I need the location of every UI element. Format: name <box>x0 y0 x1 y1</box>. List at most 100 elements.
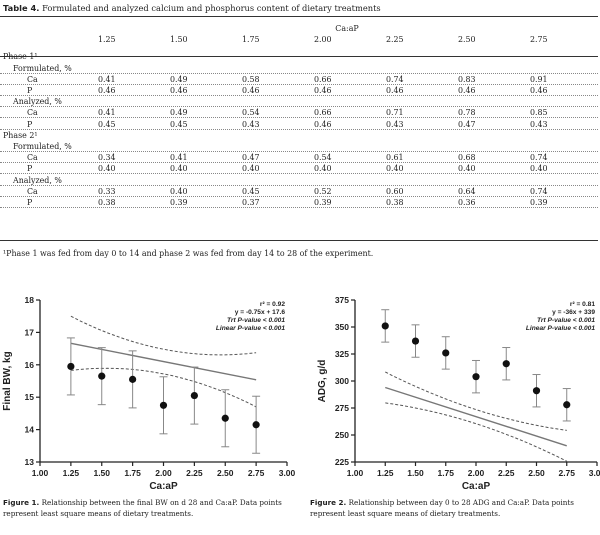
row-label: Analyzed, % <box>13 175 62 185</box>
empty-cell <box>3 34 96 45</box>
table-cell: 0.34 <box>98 153 116 163</box>
table-row: Phase 1¹ <box>3 51 598 62</box>
data-point <box>532 387 541 395</box>
x-tick-label: 2.50 <box>528 468 545 478</box>
table-row: P 0.46 0.46 0.46 0.46 0.46 0.46 0.46 <box>3 85 598 96</box>
table-cell: 0.43 <box>530 119 548 129</box>
table-cell: 0.54 <box>242 108 260 118</box>
x-tick-label: 2.00 <box>155 468 172 478</box>
table-cell: 0.39 <box>170 198 188 208</box>
y-tick-label: 18 <box>25 295 35 305</box>
row-separator <box>0 162 598 163</box>
table-cell: 0.46 <box>530 86 548 96</box>
table-row: Ca 0.33 0.40 0.45 0.52 0.60 0.64 0.74 <box>3 186 598 197</box>
row-label: Ca <box>27 74 38 84</box>
y-tick-label: 250 <box>335 430 349 440</box>
data-point <box>252 421 260 429</box>
table-header-rule <box>0 56 598 57</box>
data-point <box>442 349 450 357</box>
table-row: P 0.40 0.40 0.40 0.40 0.40 0.40 0.40 <box>3 163 598 174</box>
table-cell: 0.40 <box>98 164 116 174</box>
table-cell: 0.43 <box>242 119 260 129</box>
x-tick-label: 1.25 <box>63 468 80 478</box>
confidence-band-upper <box>385 371 567 431</box>
group-header: Ca:aP <box>335 24 359 33</box>
data-point <box>563 401 571 409</box>
empty-cell <box>3 23 96 34</box>
row-label: Formulated, % <box>13 63 72 73</box>
table-cell: 0.49 <box>170 74 188 84</box>
table-cell: 0.39 <box>530 198 548 208</box>
column-header: 2.75 <box>530 35 548 45</box>
figure-2-caption: Figure 2. Relationship between day 0 to … <box>310 497 598 519</box>
row-separator <box>0 173 598 174</box>
table-cell: 0.85 <box>530 108 548 118</box>
table-cell: 0.58 <box>242 74 260 84</box>
row-separator <box>0 129 598 130</box>
x-tick-label: 1.75 <box>124 468 141 478</box>
table-cell: 0.43 <box>386 119 404 129</box>
row-label: Analyzed, % <box>13 97 62 107</box>
table-cell: 0.46 <box>242 86 260 96</box>
table-row: Analyzed, % <box>3 96 598 107</box>
table-title: Formulated and analyzed calcium and phos… <box>42 3 381 13</box>
row-separator <box>0 73 598 74</box>
table-cell: 0.91 <box>530 74 548 84</box>
table-cell <box>240 51 312 62</box>
table-cell: 0.46 <box>314 119 332 129</box>
row-label: Formulated, % <box>13 142 72 152</box>
y-tick-label: 225 <box>335 457 349 467</box>
y-tick-label: 14 <box>25 425 35 435</box>
x-tick-label: 3.00 <box>589 468 600 478</box>
table-cell <box>96 130 168 141</box>
data-point <box>129 375 137 383</box>
table-cell: 0.52 <box>314 186 332 196</box>
x-tick-label: 1.00 <box>347 468 364 478</box>
table-cell: 0.74 <box>386 74 404 84</box>
table-row: P 0.38 0.39 0.37 0.39 0.38 0.36 0.39 <box>3 197 598 208</box>
column-header: 2.50 <box>458 35 476 45</box>
figure-2-label: Figure 2. <box>310 498 347 507</box>
table-row: Formulated, % <box>3 63 598 74</box>
row-separator <box>0 151 598 152</box>
stat-annotation: r² = 0.92 <box>260 301 285 308</box>
stat-annotation: Trt P-value < 0.001 <box>227 317 285 324</box>
x-tick-label: 2.75 <box>248 468 265 478</box>
regression-line <box>385 386 567 447</box>
table-cell: 0.78 <box>458 108 476 118</box>
column-header: 2.25 <box>386 35 404 45</box>
chart-adg: 225 250 275 300 325 350 375 1.00 1.25 1.50 1.75 2.0… <box>317 295 600 490</box>
row-label: P <box>27 119 33 129</box>
table-row: Analyzed, % <box>3 175 598 186</box>
confidence-band-lower <box>385 402 568 462</box>
row-separator <box>0 95 598 96</box>
table-cell: 0.40 <box>170 186 188 196</box>
table-cell: 0.74 <box>530 186 548 196</box>
y-tick-label: 325 <box>335 349 349 359</box>
y-axis-label: Final BW, kg <box>2 351 13 410</box>
table-cell: 0.46 <box>170 86 188 96</box>
table-cell <box>528 130 598 141</box>
table-cell <box>384 130 456 141</box>
table-cell: 0.40 <box>242 164 260 174</box>
table-row: Formulated, % <box>3 141 598 152</box>
table-cell: 0.45 <box>98 119 116 129</box>
table-cell: 0.40 <box>530 164 548 174</box>
table-cell: 0.45 <box>170 119 188 129</box>
table-label: Table 4. <box>3 3 40 13</box>
x-tick-label: 1.75 <box>437 468 454 478</box>
table-cell <box>456 130 528 141</box>
data-point <box>221 414 229 422</box>
table-cell <box>168 51 240 62</box>
table-cell: 0.54 <box>314 153 332 163</box>
row-label: P <box>27 164 33 174</box>
x-tick-label: 2.75 <box>558 468 575 478</box>
table-cell: 0.46 <box>458 86 476 96</box>
table-cell: 0.47 <box>242 153 260 163</box>
table-cell: 0.39 <box>314 198 332 208</box>
table-cell <box>312 130 384 141</box>
table-cell: 0.40 <box>458 164 476 174</box>
data-point <box>472 373 480 381</box>
x-tick-label: 2.00 <box>468 468 485 478</box>
data-table: Ca:aP 1.25 1.50 1.75 2.00 2.25 2.50 2.75 Phase 1… <box>3 23 598 208</box>
